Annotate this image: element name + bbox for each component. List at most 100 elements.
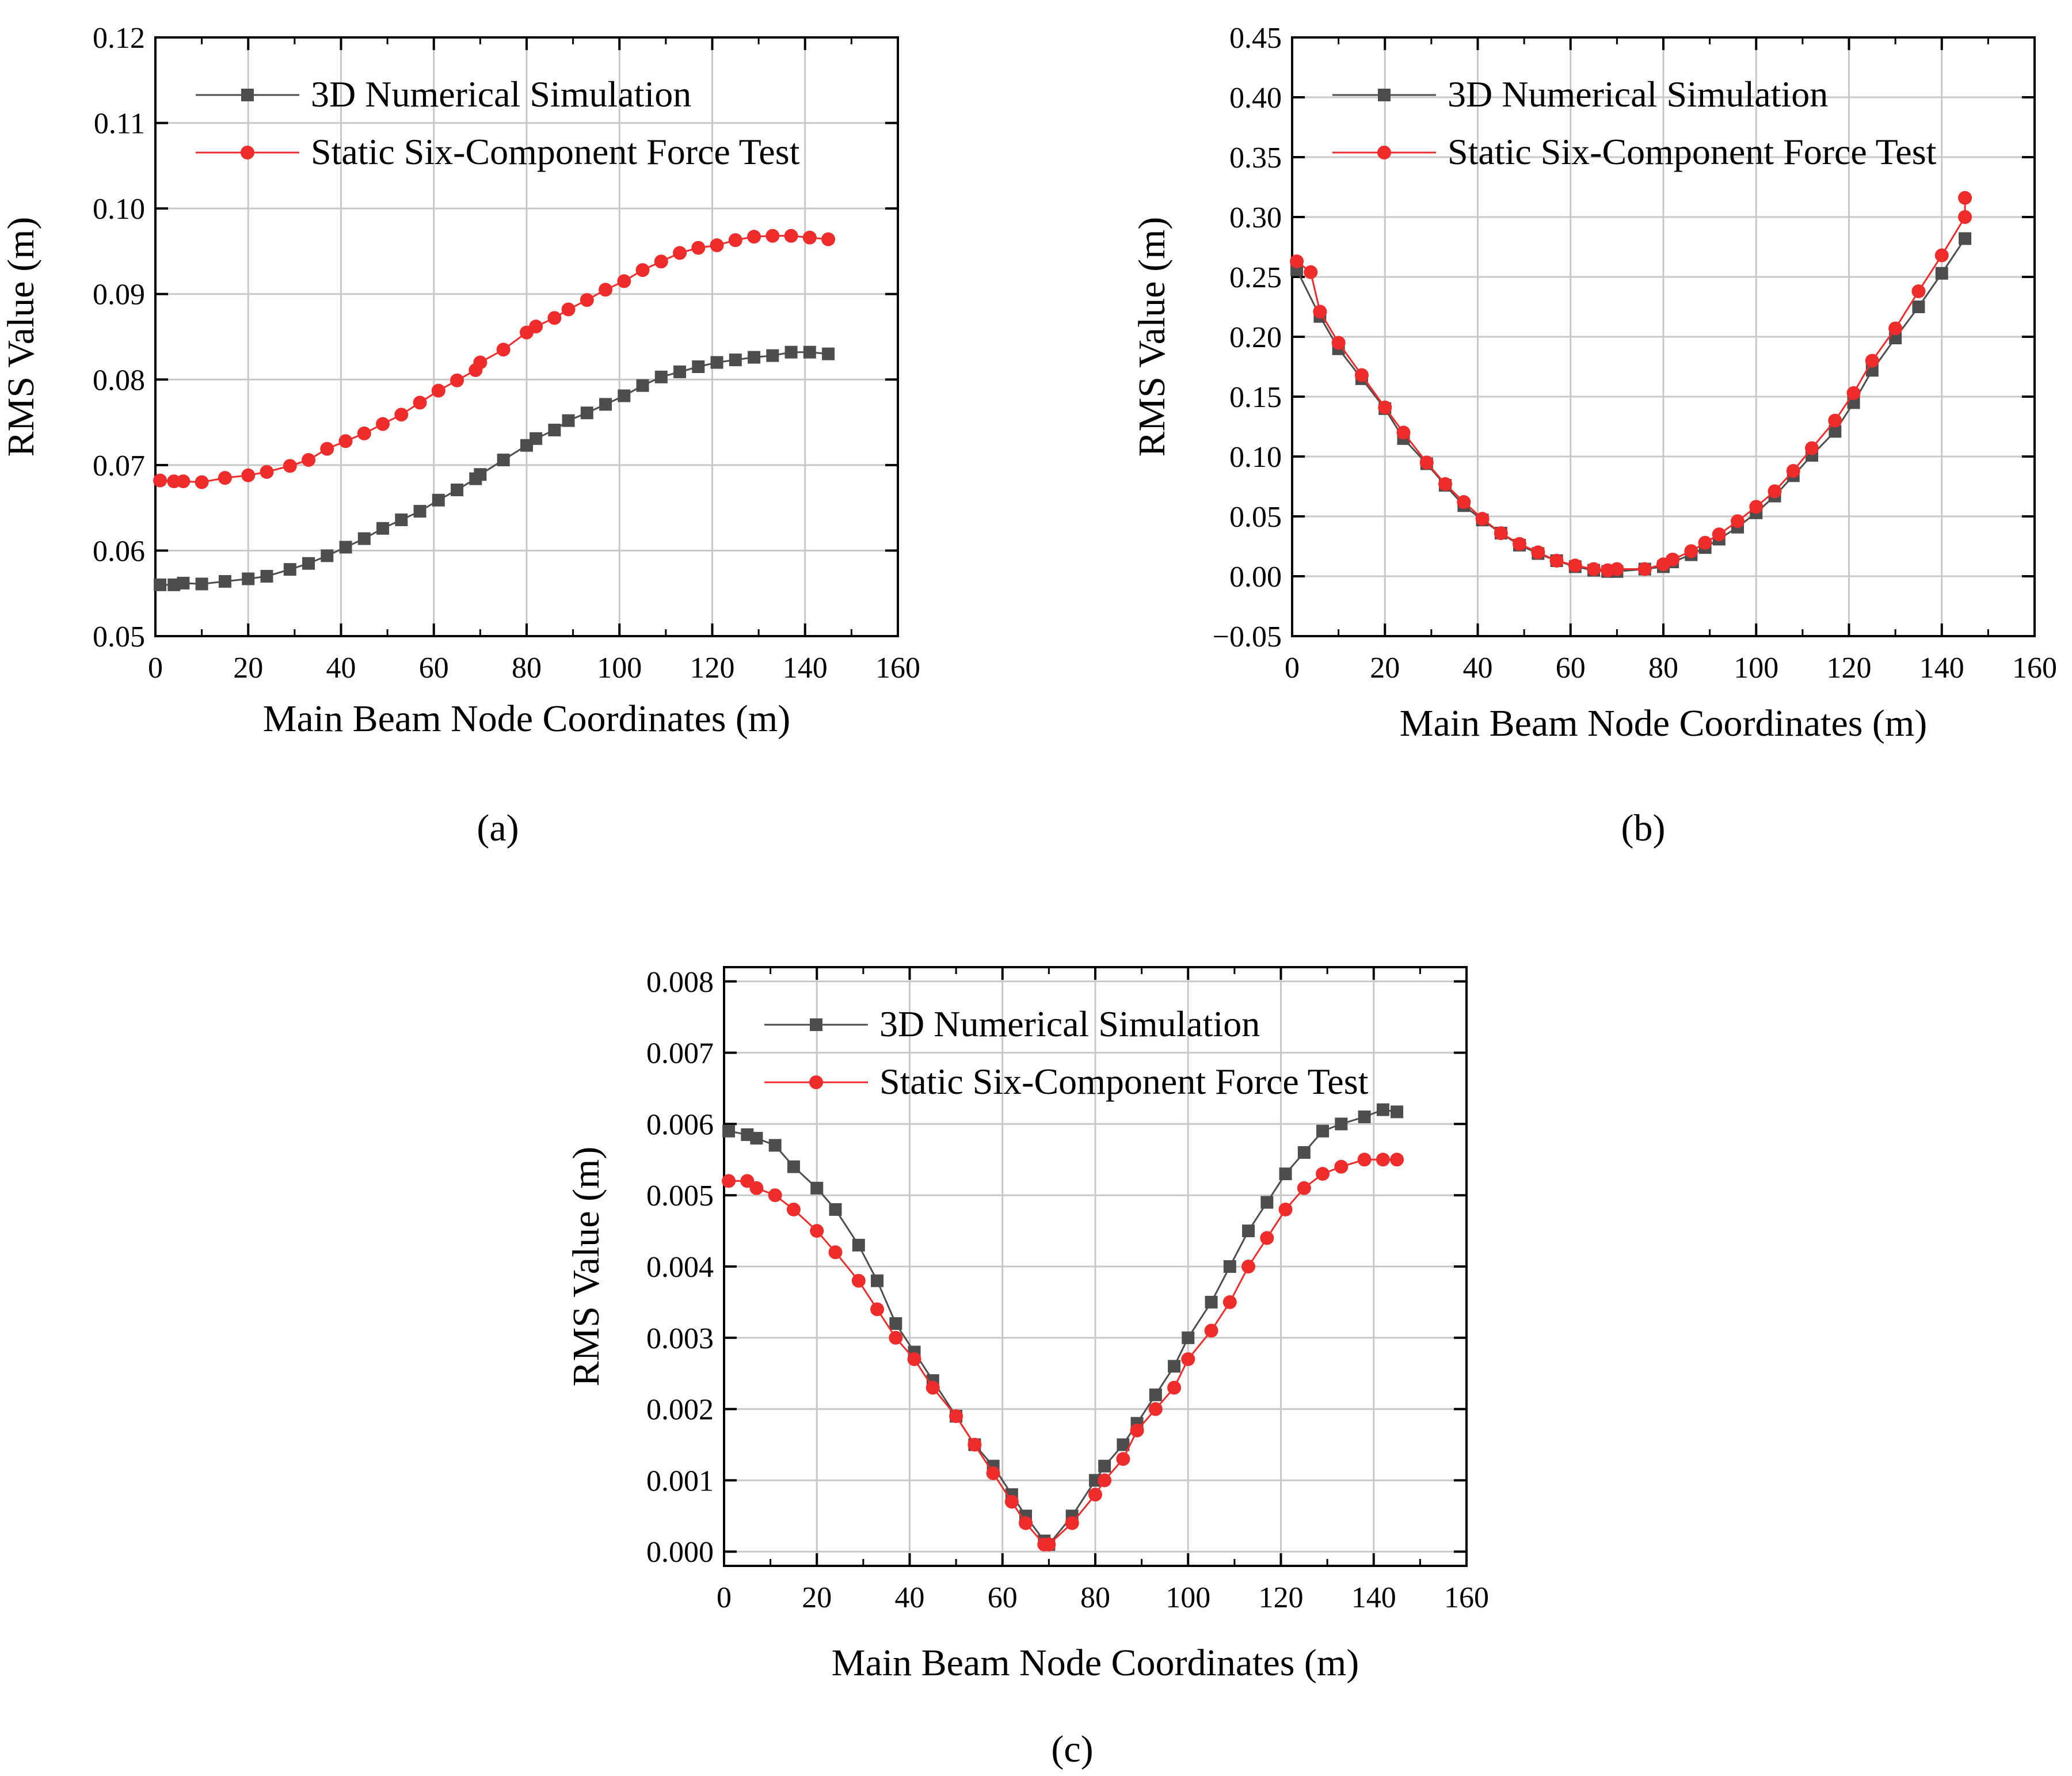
simulation-data-point (321, 549, 334, 562)
plot-frame (723, 966, 1468, 1567)
y-tick-label: 0.007 (646, 1037, 714, 1070)
x-tick-label: 160 (875, 652, 920, 684)
simulation-data-point (768, 1139, 782, 1152)
test-data-point (784, 229, 798, 243)
test-data-point (218, 471, 232, 485)
simulation-data-point (195, 577, 208, 591)
legend-square-marker (241, 89, 254, 101)
x-axis-title: Main Beam Node Coordinates (m) (832, 1642, 1359, 1684)
simulation-data-point (395, 513, 408, 526)
test-data-point (241, 468, 256, 482)
legend-label: Static Six-Component Force Test (1448, 131, 1937, 172)
legend-label: 3D Numerical Simulation (311, 74, 691, 115)
test-data-point (728, 233, 742, 248)
y-axis-title: RMS Value (m) (0, 217, 42, 457)
test-data-point (654, 254, 668, 269)
x-tick-label: 120 (690, 652, 735, 684)
y-tick-label: 0.08 (93, 364, 145, 397)
simulation-data-point (242, 572, 255, 585)
x-tick-label: 60 (988, 1581, 1018, 1614)
test-data-point (1494, 526, 1508, 541)
simulation-data-point (177, 576, 190, 590)
simulation-data-point (710, 356, 723, 369)
test-data-point (722, 1174, 736, 1188)
simulation-data-point (1316, 1124, 1330, 1138)
simulation-data-point (154, 578, 167, 591)
test-data-point (1222, 1295, 1237, 1309)
test-data-point (1297, 1181, 1311, 1195)
test-data-point (496, 343, 511, 357)
test-data-point (1513, 537, 1527, 551)
test-data-point (1438, 477, 1453, 491)
simulation-data-point (1149, 1388, 1162, 1401)
simulation-data-point (1391, 1105, 1404, 1119)
test-data-point (1475, 512, 1490, 526)
x-tick-label: 120 (1827, 652, 1872, 684)
test-data-point (580, 293, 594, 307)
test-data-point (1786, 463, 1800, 478)
legend-label: 3D Numerical Simulation (1448, 74, 1828, 115)
test-data-point (1549, 553, 1564, 568)
x-axis-title: Main Beam Node Coordinates (m) (263, 698, 790, 740)
simulation-data-point (784, 345, 798, 359)
x-tick-label: 40 (1463, 652, 1493, 684)
legend-label: Static Six-Component Force Test (879, 1061, 1369, 1102)
test-data-point (394, 408, 409, 422)
test-data-point (1331, 336, 1346, 350)
test-data-point (1278, 1202, 1293, 1216)
test-data-point (1934, 248, 1949, 263)
simulation-data-point (1242, 1224, 1255, 1238)
chart-panel-b: 0 20 40 60 80 100 120 140 160 −0.05 0.00 0.05 0.10 0.… (1131, 22, 2057, 849)
test-data-point (828, 1245, 843, 1260)
panel-label: (b) (1621, 807, 1666, 849)
test-data-point (1568, 558, 1582, 573)
y-tick-label: 0.09 (93, 279, 145, 311)
test-data-point (810, 1224, 824, 1238)
y-tick-label: 0.00 (1229, 561, 1282, 594)
test-data-point (413, 395, 427, 410)
x-tick-label: 160 (1444, 1581, 1489, 1614)
simulation-data-point (451, 483, 464, 496)
test-data-point (1378, 400, 1392, 414)
test-data-point (1042, 1537, 1056, 1551)
x-tick-label: 140 (1919, 652, 1964, 684)
test-data-point (1698, 535, 1712, 550)
test-data-point (949, 1409, 963, 1423)
test-data-point (1148, 1402, 1163, 1416)
test-data-point (1396, 425, 1411, 440)
simulation-data-point (497, 453, 510, 466)
x-tick-label: 40 (326, 652, 356, 684)
test-data-point (1666, 552, 1680, 566)
plot-frame (154, 36, 899, 637)
test-data-point (599, 283, 613, 297)
test-data-point (1805, 441, 1819, 455)
simulation-data-point (260, 570, 273, 583)
chart-panel-a: 0 20 40 60 80 100 120 140 160 0.05 0.06 0.07 0.08 0.0… (0, 22, 920, 849)
test-data-point (1457, 495, 1471, 509)
test-data-point (1911, 284, 1926, 298)
x-tick-label: 0 (148, 652, 163, 684)
simulation-data-point (871, 1274, 884, 1287)
x-tick-label: 100 (597, 652, 642, 684)
legend-label: 3D Numerical Simulation (879, 1003, 1260, 1044)
test-data-point (673, 246, 687, 260)
x-tick-label: 40 (895, 1581, 925, 1614)
test-data-point (691, 241, 706, 255)
legend-circle-marker (1377, 146, 1391, 159)
test-data-point (1313, 305, 1327, 319)
simulation-data-point (618, 389, 631, 402)
y-tick-label: 0.15 (1229, 381, 1282, 414)
simulation-data-point (729, 353, 742, 367)
plot-frame (1291, 36, 2036, 637)
test-data-point (1204, 1324, 1218, 1338)
test-data-point (357, 426, 371, 440)
test-data-point (283, 459, 297, 473)
test-data-point (1958, 210, 1972, 224)
test-data-point (1354, 368, 1369, 382)
test-data-point (1846, 386, 1861, 400)
simulation-data-point (1260, 1196, 1274, 1209)
test-data-point (710, 238, 724, 253)
test-data-point (195, 475, 209, 489)
x-tick-label: 60 (1556, 652, 1586, 684)
y-tick-label: 0.07 (93, 450, 145, 482)
